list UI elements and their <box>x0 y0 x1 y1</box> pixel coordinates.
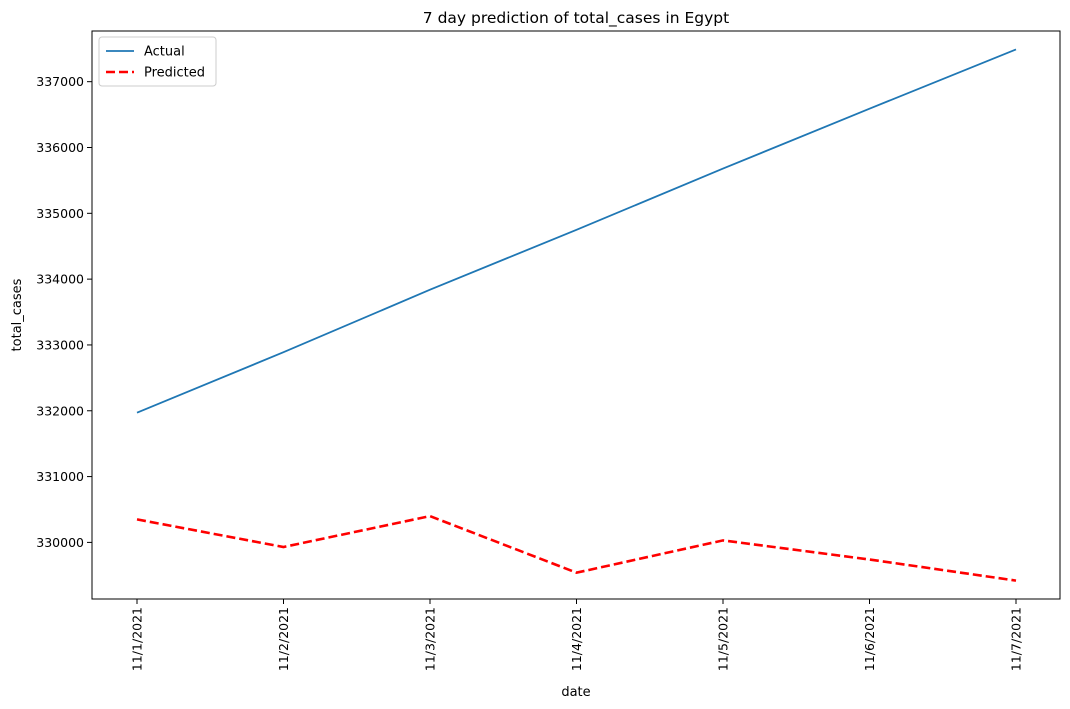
chart-title: 7 day prediction of total_cases in Egypt <box>423 9 729 28</box>
y-tick-label: 331000 <box>36 469 84 484</box>
y-tick-label: 333000 <box>36 337 84 352</box>
x-axis: 11/1/2021 11/2/2021 11/3/2021 11/4/2021 11/5… <box>130 599 1024 671</box>
legend: Actual Predicted <box>98 36 217 87</box>
y-tick-label: 337000 <box>36 74 84 89</box>
legend-label-predicted: Predicted <box>144 66 205 81</box>
x-axis-label: date <box>561 685 590 700</box>
y-axis-label: total_cases <box>10 278 25 351</box>
y-axis: 330000 331000 332000 333000 334000 335000 3360… <box>36 74 92 550</box>
legend-label-actual: Actual <box>144 45 185 60</box>
x-tick-label: 11/7/2021 <box>1009 607 1024 671</box>
x-tick-label: 11/5/2021 <box>716 607 731 671</box>
x-tick-label: 11/1/2021 <box>130 607 145 671</box>
x-tick-label: 11/3/2021 <box>423 607 438 671</box>
y-tick-label: 330000 <box>36 535 84 550</box>
y-tick-label: 332000 <box>36 403 84 418</box>
y-tick-label: 336000 <box>36 140 84 155</box>
legend-box <box>98 36 217 87</box>
series-layer <box>136 48 1017 582</box>
plot-area <box>91 30 1061 600</box>
y-tick-label: 335000 <box>36 206 84 221</box>
x-tick-label: 11/2/2021 <box>276 607 291 671</box>
y-tick-label: 334000 <box>36 272 84 287</box>
x-tick-label: 11/4/2021 <box>569 607 584 671</box>
series-line-actual <box>136 48 1017 414</box>
x-tick-label: 11/6/2021 <box>862 607 877 671</box>
series-line-predicted <box>136 514 1017 582</box>
